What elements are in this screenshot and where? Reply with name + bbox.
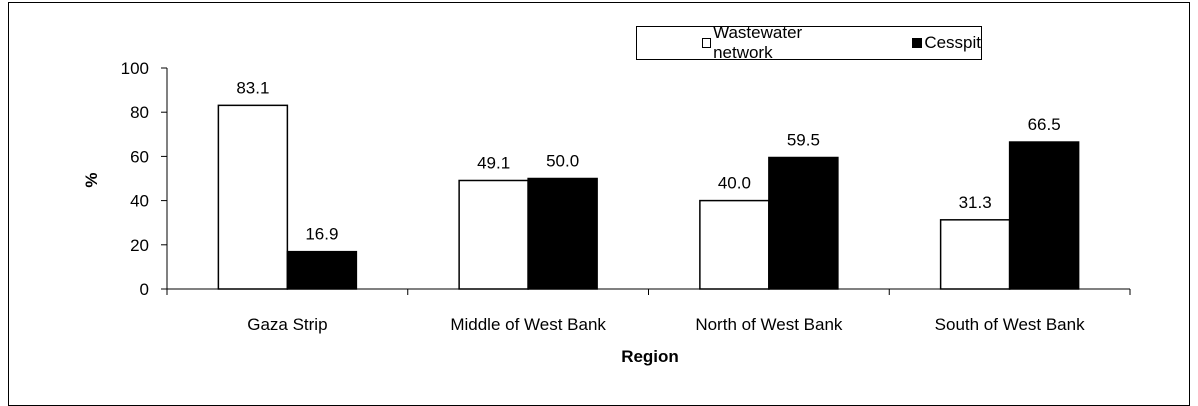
x-tick-label: North of West Bank: [695, 315, 843, 334]
data-label: 83.1: [236, 78, 269, 97]
x-tick-label: Gaza Strip: [247, 315, 327, 334]
bar-wastewater: [699, 199, 770, 290]
data-label: 66.5: [1028, 115, 1061, 134]
legend-swatch-wastewater: [702, 38, 712, 48]
legend-label-wastewater: Wastewater network: [713, 23, 803, 62]
bar-cesspit: [527, 177, 598, 290]
bar-cesspit: [1008, 141, 1080, 290]
bar-cesspit: [768, 156, 839, 290]
chart-legend: Wastewater network Cesspit: [636, 23, 982, 63]
data-label: 16.9: [305, 225, 338, 244]
data-label: 49.1: [477, 153, 510, 172]
y-tick-label: 100: [121, 59, 149, 78]
x-tick-label: South of West Bank: [935, 315, 1085, 334]
x-tick-label: Middle of West Bank: [450, 315, 606, 334]
bar-cesspit: [286, 250, 358, 290]
y-tick-label: 60: [130, 147, 149, 166]
legend-item-cesspit: Cesspit: [912, 33, 981, 53]
y-tick-label: 0: [140, 280, 149, 299]
chart-labels: 0 20 40 60 80 100 Gaza Strip 83.1 16.9 Middle of …: [121, 59, 1085, 334]
legend-item-wastewater: Wastewater network: [702, 23, 848, 63]
chart-frame: [8, 2, 1190, 406]
legend-swatch-cesspit: [912, 38, 923, 48]
y-tick-label: 20: [130, 236, 149, 255]
data-label: 31.3: [959, 193, 992, 212]
chart-bars: [217, 104, 1080, 290]
x-axis-title: Region: [621, 347, 679, 366]
bar-wastewater: [458, 179, 529, 290]
data-label: 59.5: [787, 131, 820, 150]
data-label: 40.0: [718, 174, 751, 193]
bar-wastewater: [939, 219, 1011, 290]
y-tick-label: 40: [130, 192, 149, 211]
bar-wastewater: [217, 104, 289, 290]
legend-label-cesspit: Cesspit: [924, 33, 981, 52]
y-axis-title: %: [82, 172, 101, 187]
data-label: 50.0: [546, 152, 579, 171]
y-tick-label: 80: [130, 103, 149, 122]
